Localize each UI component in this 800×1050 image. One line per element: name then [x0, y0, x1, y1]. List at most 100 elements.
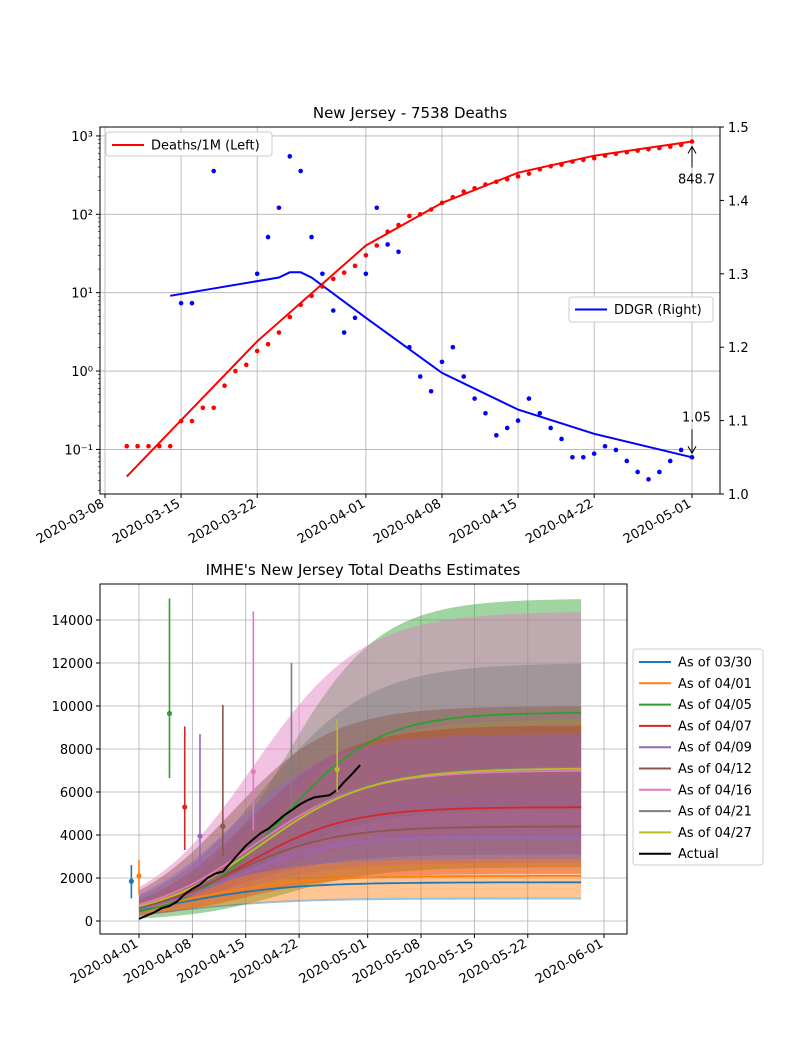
top-chart-data [124, 139, 695, 482]
ddgr-point-29 [537, 410, 543, 416]
bottom-chart-lines [138, 712, 582, 920]
actual-line [138, 764, 361, 920]
ddgr-point-38 [635, 469, 640, 475]
bottom-y-tick-label-0: 0 [85, 915, 93, 930]
ddgr-point-30 [548, 425, 553, 431]
estimate-marker-6 [250, 768, 256, 775]
bottom-y-tick-label-1: 2000 [60, 872, 93, 887]
estimate-marker-5 [220, 823, 226, 830]
deaths-point-23 [374, 243, 380, 248]
estimate-marker-1 [136, 873, 142, 879]
legend-label-7: As of 04/21 [678, 805, 752, 820]
bottom-chart: IMHE's New Jersey Total Deaths Estimates… [52, 561, 764, 987]
estimate-marker-7 [288, 765, 295, 771]
bottom-y-tick-label-5: 10000 [52, 700, 93, 715]
ddgr-point-25 [494, 432, 499, 438]
ddgr-point-14 [374, 205, 380, 211]
ddgr-point-2 [211, 168, 217, 174]
legend-label-4: As of 04/09 [678, 741, 752, 756]
ddgr-point-21 [450, 344, 456, 350]
ddgr-point-3 [254, 271, 260, 277]
legend-label-9: Actual [678, 847, 719, 862]
top-chart-title: New Jersey - 7538 Deaths [313, 104, 507, 122]
legend-label-6: As of 04/16 [678, 783, 752, 798]
projection-line-5 [138, 825, 582, 909]
legend-label-1: As of 04/01 [678, 677, 752, 692]
deaths-point-22 [363, 252, 369, 258]
deaths-point-7 [200, 405, 206, 411]
top-y-tick-label-4: 10³ [71, 130, 93, 145]
legend-label-2: As of 04/05 [678, 698, 752, 713]
ddgr-point-23 [472, 396, 477, 401]
top-y2-tick-label-3: 1.3 [728, 268, 749, 283]
ddgr-point-4 [265, 234, 271, 240]
ddgr-point-42 [678, 447, 684, 453]
deaths-point-36 [515, 174, 521, 179]
ddgr-point-37 [624, 458, 630, 464]
legend-label-8: As of 04/27 [678, 826, 752, 841]
annotation-848-arrowhead [687, 145, 697, 154]
deaths-point-10 [233, 368, 238, 374]
legend-label-0: As of 03/30 [678, 656, 752, 671]
deaths-point-37 [526, 171, 532, 176]
ddgr-point-18 [417, 374, 423, 379]
ddgr-point-34 [591, 451, 597, 456]
ddgr-point-11 [341, 330, 347, 335]
ddgr-point-10 [330, 308, 336, 313]
deaths-point-5 [178, 418, 184, 424]
ddgr-point-1 [189, 300, 195, 306]
deaths-point-45 [613, 151, 619, 157]
legend-ddgr: DDGR (Right) [568, 296, 714, 323]
ddgr-point-6 [287, 154, 293, 159]
bottom-y-tick-label-2: 4000 [60, 829, 93, 844]
top-y2-tick-label-1: 1.1 [728, 415, 749, 430]
deaths-point-42 [580, 157, 586, 163]
ddgr-point-12 [352, 315, 358, 321]
top-chart-annotations: 848.7 1.05 [678, 145, 715, 455]
deaths-point-52 [689, 139, 695, 144]
ddgr-fit-line [170, 271, 693, 459]
top-chart-frame [99, 126, 721, 495]
ddgr-point-13 [363, 271, 369, 277]
deaths-point-50 [667, 144, 673, 149]
legend-deaths-label: Deaths/1M (Left) [151, 139, 260, 154]
deaths-point-35 [504, 176, 510, 182]
ddgr-point-36 [613, 447, 619, 453]
ddgr-point-26 [504, 425, 510, 431]
top-y-tick-label-1: 10⁰ [71, 365, 93, 380]
ddgr-point-35 [602, 443, 608, 449]
deaths-point-21 [352, 263, 358, 269]
deaths-point-2 [146, 443, 151, 449]
deaths-point-8 [211, 405, 217, 411]
ddgr-point-31 [559, 436, 564, 442]
estimate-marker-2 [166, 710, 173, 717]
deaths-point-3 [157, 443, 162, 449]
deaths-point-20 [341, 270, 347, 275]
legend-deaths: Deaths/1M (Left) [105, 131, 273, 157]
deaths-point-46 [624, 149, 630, 155]
ddgr-point-43 [689, 455, 695, 460]
band-1 [139, 858, 582, 915]
band-6 [139, 612, 582, 912]
deaths-point-12 [254, 348, 260, 354]
deaths-point-25 [396, 222, 401, 228]
deaths-point-1 [135, 443, 140, 449]
deaths-point-9 [222, 383, 227, 389]
deaths-point-49 [657, 145, 662, 151]
projection-line-1 [138, 875, 582, 910]
ddgr-point-27 [515, 418, 521, 423]
ddgr-point-32 [570, 455, 575, 460]
estimate-marker-0 [128, 878, 134, 884]
ddgr-point-0 [178, 300, 184, 306]
ddgr-point-24 [483, 410, 488, 416]
ddgr-point-28 [526, 396, 532, 401]
estimate-marker-8 [334, 766, 340, 773]
deaths-point-13 [265, 341, 271, 347]
ddgr-point-19 [428, 388, 434, 394]
top-y-tick-label-2: 10¹ [71, 287, 93, 302]
bottom-chart-frame [99, 583, 628, 935]
deaths-point-11 [244, 362, 249, 368]
ddgr-point-9 [320, 271, 325, 277]
deaths-point-51 [678, 142, 684, 148]
